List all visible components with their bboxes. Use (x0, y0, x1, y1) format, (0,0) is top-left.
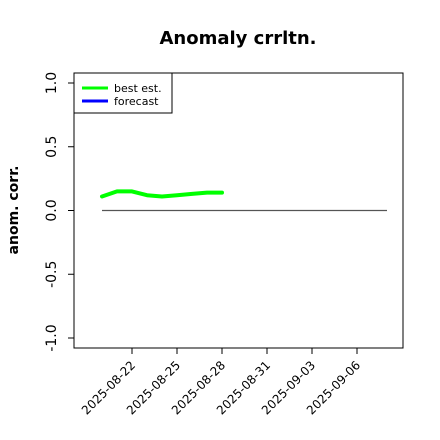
legend-box (73, 72, 173, 114)
legend-label-best-est: best est. (114, 82, 162, 95)
y-tick-label: 0.5 (44, 136, 60, 158)
y-tick-label: -1.0 (44, 324, 60, 351)
y-axis-label: anom. corr. (6, 166, 22, 255)
y-tick-label: 0.0 (44, 199, 60, 221)
chart-title: Anomaly crrltn. (159, 28, 316, 49)
x-axis: 2025-08-222025-08-252025-08-282025-08-31… (79, 348, 363, 417)
legend-label-forecast: forecast (114, 95, 159, 108)
series-line-best-est (100, 189, 224, 199)
y-axis: -1.0 -0.5 0.0 0.5 1.0 (44, 72, 74, 352)
legend: best est. forecast (73, 72, 173, 114)
y-tick-label: 1.0 (44, 72, 60, 94)
y-tick-label: -0.5 (44, 261, 60, 288)
